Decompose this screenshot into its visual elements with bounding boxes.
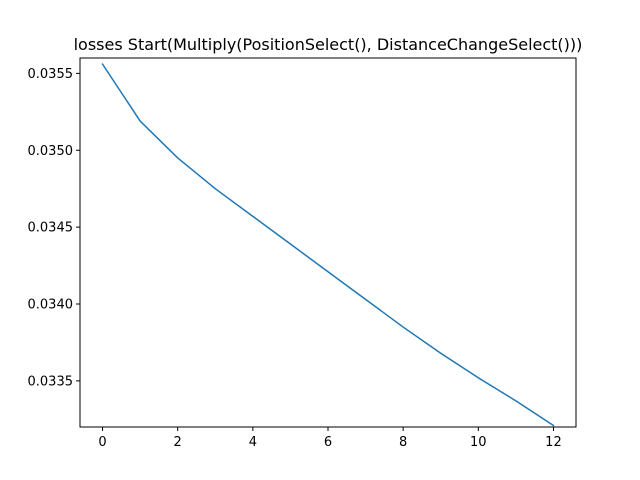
x-tick-label-10: 10	[470, 435, 487, 450]
x-tick-label-2: 2	[174, 435, 182, 450]
x-tick-label-6: 6	[324, 435, 332, 450]
x-tick-label-4: 4	[249, 435, 257, 450]
plot-area: 0 2 4 6 8 10 12 0.0335 0.0340 0.0345 0.0350 0.0355	[28, 57, 577, 450]
y-tick-label-3: 0.0350	[28, 144, 74, 159]
series-line-0	[101, 63, 555, 427]
x-tick-label-8: 8	[399, 435, 407, 450]
chart-title: losses Start(Multiply(PositionSelect(), …	[74, 35, 583, 54]
y-tick-label-4: 0.0355	[28, 67, 74, 82]
x-tick-label-12: 12	[545, 435, 562, 450]
y-tick-label-0: 0.0335	[28, 374, 74, 389]
x-tick-label-0: 0	[98, 435, 106, 450]
y-tick-label-1: 0.0340	[28, 298, 74, 313]
y-tick-label-2: 0.0345	[28, 221, 74, 236]
